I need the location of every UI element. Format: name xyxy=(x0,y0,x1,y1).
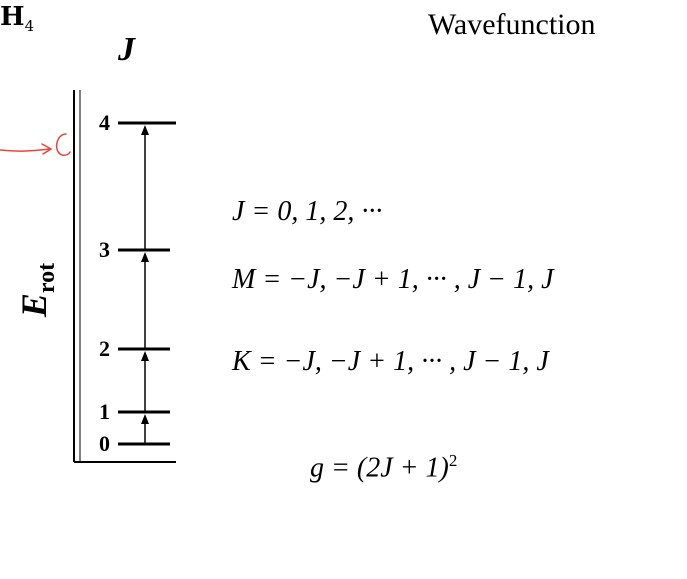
svg-text:Erot: Erot xyxy=(14,263,60,318)
header-base: H xyxy=(0,2,25,32)
handwritten-arrow-icon xyxy=(0,133,71,156)
level-label-4: 4 xyxy=(99,110,110,135)
arrow-head-icon xyxy=(141,252,149,262)
degeneracy-expression: g = (2J + 1) xyxy=(310,452,449,484)
level-label-1: 1 xyxy=(99,399,110,424)
slide-header: H4 xyxy=(0,2,34,35)
degeneracy-exponent: 2 xyxy=(448,451,458,470)
equation-degeneracy: g = (2J + 1)2 xyxy=(310,451,457,484)
level-axis-label: J xyxy=(117,31,136,68)
equation-j-values: J = 0, 1, 2, ··· xyxy=(232,196,383,227)
equation-m-values: M = −J, −J + 1, ··· , J − 1, J xyxy=(232,264,554,295)
arrow-head-icon xyxy=(141,351,149,361)
page-title: Wavefunction xyxy=(428,8,596,41)
arrow-head-icon xyxy=(141,414,149,424)
equation-k-values: K = −J, −J + 1, ··· , J − 1, J xyxy=(232,346,549,377)
arrow-head-icon xyxy=(141,125,149,135)
energy-axis-label: Erot xyxy=(14,263,60,318)
level-label-3: 3 xyxy=(99,237,110,262)
header-subscript: 4 xyxy=(24,17,35,36)
level-label-2: 2 xyxy=(99,336,110,361)
level-label-0: 0 xyxy=(99,431,110,456)
